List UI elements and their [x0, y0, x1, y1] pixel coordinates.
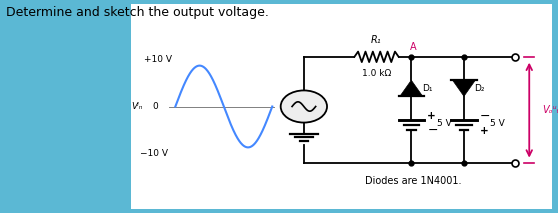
- Text: −: −: [427, 124, 438, 137]
- Circle shape: [281, 91, 327, 122]
- Polygon shape: [400, 80, 422, 96]
- Text: −10 V: −10 V: [141, 149, 169, 158]
- Text: Vₒᵘₜ: Vₒᵘₜ: [542, 105, 558, 115]
- Text: Diodes are 1N4001.: Diodes are 1N4001.: [365, 176, 461, 186]
- Text: 5 V: 5 V: [490, 119, 505, 128]
- Text: D₂: D₂: [474, 84, 485, 93]
- Text: 1.0 kΩ: 1.0 kΩ: [362, 69, 391, 78]
- Text: D₁: D₁: [422, 84, 432, 93]
- Text: R₁: R₁: [371, 35, 382, 45]
- Text: −: −: [480, 110, 490, 123]
- Text: +: +: [427, 111, 436, 121]
- Text: +: +: [480, 126, 489, 136]
- Text: Vᴵₙ: Vᴵₙ: [131, 102, 142, 111]
- Polygon shape: [453, 80, 475, 96]
- Text: A: A: [410, 42, 417, 52]
- Text: 5 V: 5 V: [437, 119, 452, 128]
- Text: 0: 0: [152, 102, 158, 111]
- Text: +10 V: +10 V: [144, 55, 172, 64]
- Text: Determine and sketch the output voltage.: Determine and sketch the output voltage.: [6, 6, 268, 19]
